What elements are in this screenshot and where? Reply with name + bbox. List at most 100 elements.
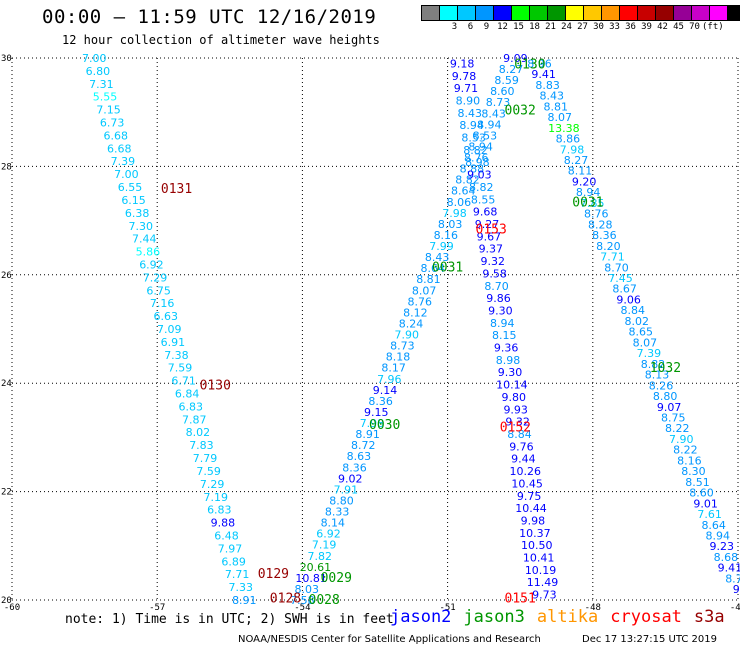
wave-height-value: 8.59 <box>494 74 519 87</box>
legend-label: 18 <box>529 22 540 32</box>
wave-height-value: 9.23 <box>710 540 735 553</box>
wave-height-value: 8.82 <box>641 358 666 371</box>
wave-height-value: 8.14 <box>321 517 346 530</box>
wave-height-value: 9.78 <box>452 70 477 83</box>
wave-height-value: 9. <box>733 583 740 596</box>
legend-label: 6 <box>467 22 474 32</box>
wave-height-value: 6.75 <box>146 284 171 297</box>
x-tick-label: -60 <box>4 603 20 613</box>
wave-height-value: 9.58 <box>482 267 507 280</box>
wave-height-value: 7.19 <box>312 539 337 552</box>
wave-height-value: 8.82 <box>463 144 488 157</box>
wave-height-value: 7.79 <box>193 452 218 465</box>
y-tick-label: 22 <box>1 488 12 498</box>
wave-height-value: 8.43 <box>539 90 564 103</box>
wave-height-value: 8.84 <box>507 428 532 441</box>
wave-height-value: 9.86 <box>486 292 511 305</box>
wave-height-value: 11.49 <box>527 576 559 589</box>
wave-height-value: 7.44 <box>132 233 157 246</box>
wave-height-value: 8.16 <box>677 454 702 467</box>
legend-label: 30 <box>593 22 604 32</box>
wave-height-value: 8.75 <box>661 411 686 424</box>
wave-height-value: 7.59 <box>196 465 221 478</box>
wave-height-value: 7.16 <box>150 297 175 310</box>
legend-label: 15 <box>513 22 524 32</box>
wave-height-value: 8.67 <box>612 283 637 296</box>
pass-time-label: 0152 <box>500 421 531 436</box>
y-tick-label: 30 <box>1 54 12 64</box>
legend-swatch <box>727 5 740 21</box>
wave-height-value: 8.94 <box>468 140 493 153</box>
legend-label: 9 <box>483 22 490 32</box>
chart-title: 00:00 – 11:59 UTC 12/16/2019 <box>42 6 377 28</box>
wave-height-value: 5.86 <box>136 246 161 259</box>
wave-height-value: 7.30 <box>128 220 153 233</box>
pass-time-label: 0128 <box>270 591 301 606</box>
wave-height-value: 8.76 <box>407 295 432 308</box>
wave-height-value: 8.64 <box>701 519 726 532</box>
pass-time-label: 0032 <box>505 103 536 118</box>
satellite-label: s3a <box>693 607 725 627</box>
wave-height-value: 9.80 <box>502 391 527 404</box>
y-tick-label: 26 <box>1 271 12 281</box>
wave-height-value: 8.33 <box>325 506 350 519</box>
wave-height-value: 8.36 <box>592 229 617 242</box>
wave-height-value: 8.07 <box>633 336 658 349</box>
legend-label: (ft) <box>702 22 724 32</box>
wave-height-value: 8.43 <box>458 107 483 120</box>
legend-label: 45 <box>673 22 684 32</box>
wave-height-value: 9.73 <box>532 589 557 602</box>
wave-height-value: 8.55 <box>471 193 496 206</box>
y-tick-label: 28 <box>1 162 12 172</box>
wave-height-value: 8.02 <box>625 315 650 328</box>
wave-height-value: 9.03 <box>467 169 492 182</box>
wave-height-value: 7.83 <box>189 439 214 452</box>
wave-height-value: 7.00 <box>114 168 139 181</box>
wave-height-value: 9.41 <box>718 562 740 575</box>
wave-height-value: 8.26 <box>649 379 674 392</box>
wave-height-value: 9.41 <box>531 68 556 81</box>
wave-height-value: 7.90 <box>394 329 419 342</box>
wave-height-value: 8.94 <box>477 118 502 131</box>
legend-label: 36 <box>625 22 636 32</box>
wave-height-value: 9.75 <box>517 490 542 503</box>
legend-label: 33 <box>609 22 620 32</box>
wave-height-value: 7.33 <box>228 581 253 594</box>
wave-height-value: 8.60 <box>689 487 714 500</box>
wave-height-value: 6.38 <box>125 207 150 220</box>
wave-height-value: 10.81 <box>295 572 327 585</box>
wave-height-value: 8.11 <box>568 165 593 178</box>
wave-height-value: 6.63 <box>153 310 178 323</box>
pass-time-label: 0031 <box>432 261 463 276</box>
wave-height-value: 8.94 <box>576 186 601 199</box>
wave-height-value: 5.55 <box>93 91 118 104</box>
wave-height-value: 8.22 <box>673 444 698 457</box>
y-tick-label: 24 <box>1 379 12 389</box>
wave-height-value: 9.15 <box>364 406 389 419</box>
wave-height-value: 7.39 <box>637 347 662 360</box>
wave-height-value: 7.29 <box>143 271 168 284</box>
wave-height-value: 9.20 <box>572 175 597 188</box>
wave-height-value: 7.15 <box>96 104 121 117</box>
wave-height-value: 8.90 <box>456 94 481 107</box>
pass-time-label: 0130 <box>200 378 231 393</box>
satellite-legend: jason2 jason3 altika cryosat s3a <box>390 607 737 627</box>
wave-height-value: 7.82 <box>308 550 333 563</box>
wave-height-value: 8.27 <box>499 63 524 76</box>
wave-height-value: 8.64 <box>421 262 446 275</box>
wave-height-value: 7.71 <box>600 251 625 264</box>
wave-height-value: 7.19 <box>203 491 228 504</box>
wave-height-value: 8.15 <box>492 329 517 342</box>
wave-height-value: 7.61 <box>697 508 722 521</box>
wave-height-value: 9.32 <box>505 416 530 429</box>
wave-height-value: 6.89 <box>221 555 246 568</box>
wave-height-value: 8.88 <box>460 163 485 176</box>
wave-height-value: 8.27 <box>564 154 589 167</box>
wave-height-value: 8.36 <box>368 395 393 408</box>
wave-height-value: 9.93 <box>503 403 528 416</box>
satellite-label: jason3 <box>463 607 525 627</box>
wave-height-value: 9.68 <box>473 206 498 219</box>
wave-height-value: 10.44 <box>515 502 547 515</box>
wave-height-value: 6.48 <box>214 529 239 542</box>
